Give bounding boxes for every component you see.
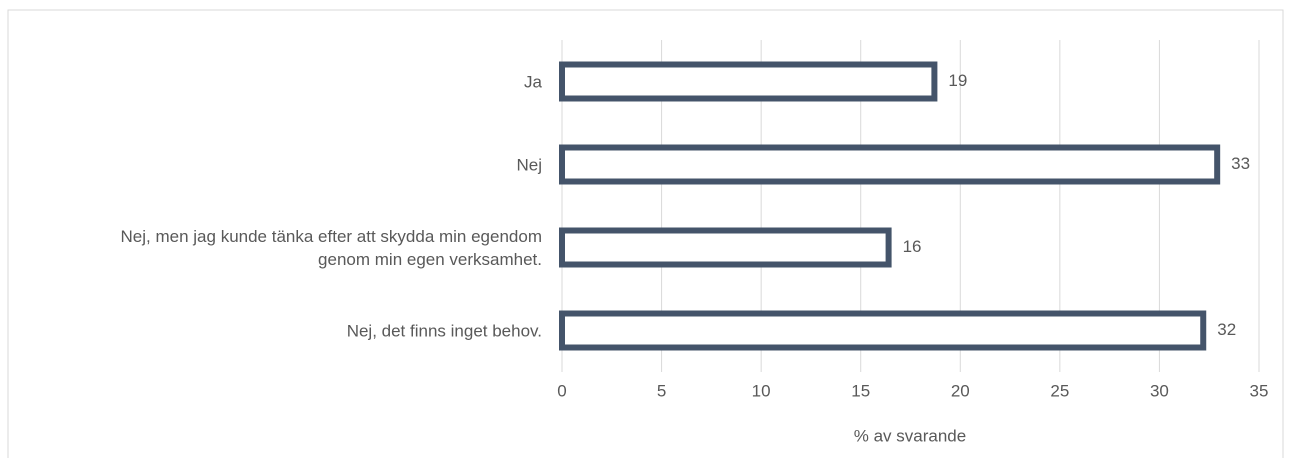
x-tick-label: 15 (851, 381, 870, 400)
bar (559, 227, 892, 268)
y-tick-label: Nej, det finns inget behov. (346, 321, 542, 340)
data-label: 32 (1217, 320, 1236, 339)
chart-frame (7, 9, 1284, 458)
x-tick-label: 10 (752, 381, 771, 400)
y-tick-label: Nej, men jag kunde tänka efter att skydd… (120, 226, 542, 269)
y-tick-label: Ja (524, 72, 542, 91)
data-label: 19 (948, 71, 967, 90)
x-axis-title: % av svarande (854, 426, 966, 445)
y-tick-label: Nej (516, 155, 542, 174)
x-tick-label: 5 (657, 381, 666, 400)
bar (559, 310, 1207, 351)
bar (559, 61, 938, 102)
data-label: 33 (1231, 154, 1250, 173)
x-tick-label: 20 (951, 381, 970, 400)
x-tick-label: 30 (1150, 381, 1169, 400)
data-label: 16 (903, 237, 922, 256)
x-tick-label: 0 (557, 381, 566, 400)
x-tick-label: 25 (1050, 381, 1069, 400)
x-tick-label: 35 (1250, 381, 1269, 400)
bar (559, 144, 1221, 185)
